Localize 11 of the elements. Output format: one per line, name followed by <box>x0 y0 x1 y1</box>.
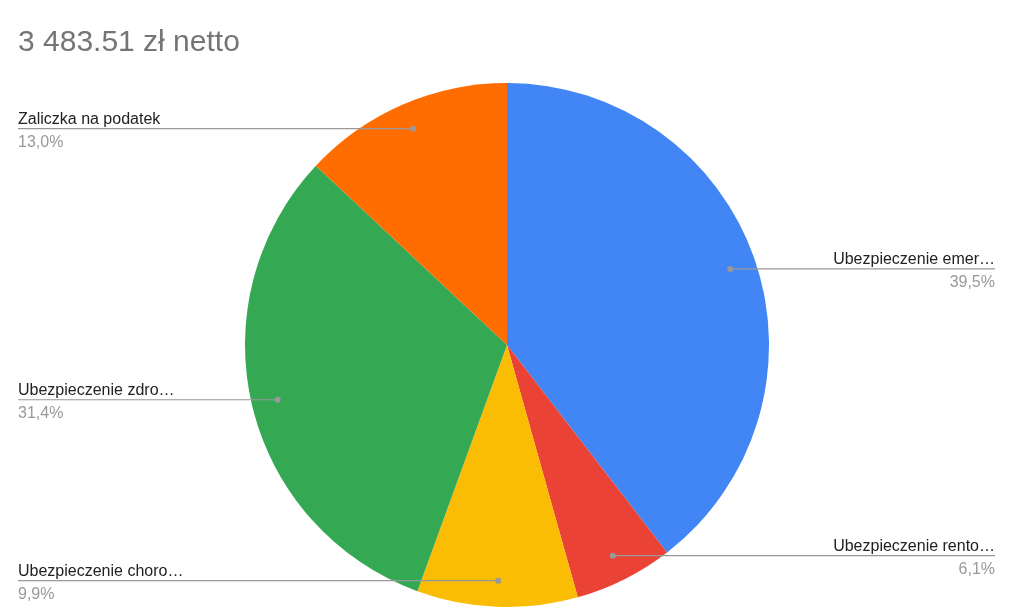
slice-label: Ubezpieczenie rento… <box>833 536 995 554</box>
slice-label: Ubezpieczenie zdro… <box>18 380 175 398</box>
data-label: 13,0% <box>18 132 64 150</box>
slice-label: Zaliczka na podatek <box>18 109 162 127</box>
data-label: 6,1% <box>958 559 995 577</box>
chart-title: 3 483.51 zł netto <box>18 24 240 58</box>
slice-label: Ubezpieczenie emer… <box>833 249 995 267</box>
data-label: 31,4% <box>18 403 64 421</box>
data-label: 9,9% <box>18 584 55 602</box>
slice-label: Ubezpieczenie choro… <box>18 561 184 579</box>
data-label: 39,5% <box>949 272 995 290</box>
